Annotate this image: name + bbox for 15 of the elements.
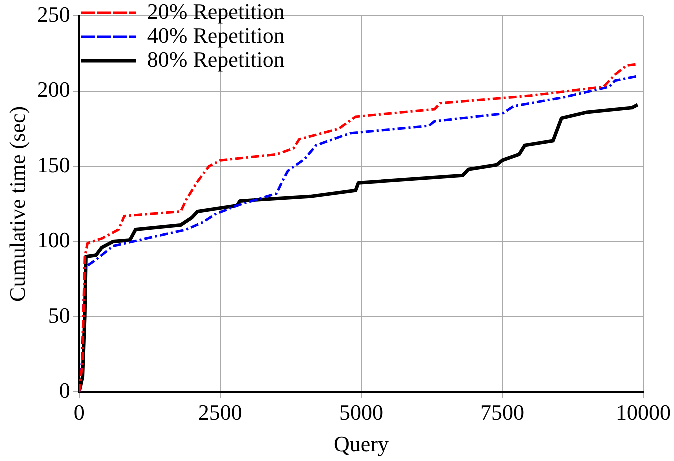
legend-label: 20% Repetition [147, 0, 285, 24]
y-tick-label: 150 [37, 152, 70, 178]
y-tick-label: 100 [37, 228, 70, 253]
legend-label: 80% Repetition [147, 46, 285, 72]
x-tick-label: 5000 [339, 400, 384, 426]
x-tick-label: 7500 [480, 400, 524, 426]
legend-label: 40% Repetition [147, 22, 285, 48]
y-tick-label: 0 [59, 378, 70, 403]
x-tick-label: 2500 [198, 400, 242, 426]
y-tick-label: 250 [37, 2, 70, 27]
y-axis-title: Cumulative time (sec) [4, 106, 30, 302]
y-tick-label: 200 [37, 77, 70, 102]
x-tick-label: 10000 [616, 400, 671, 426]
y-tick-label: 50 [48, 302, 70, 328]
x-axis-title: Query [334, 432, 389, 457]
